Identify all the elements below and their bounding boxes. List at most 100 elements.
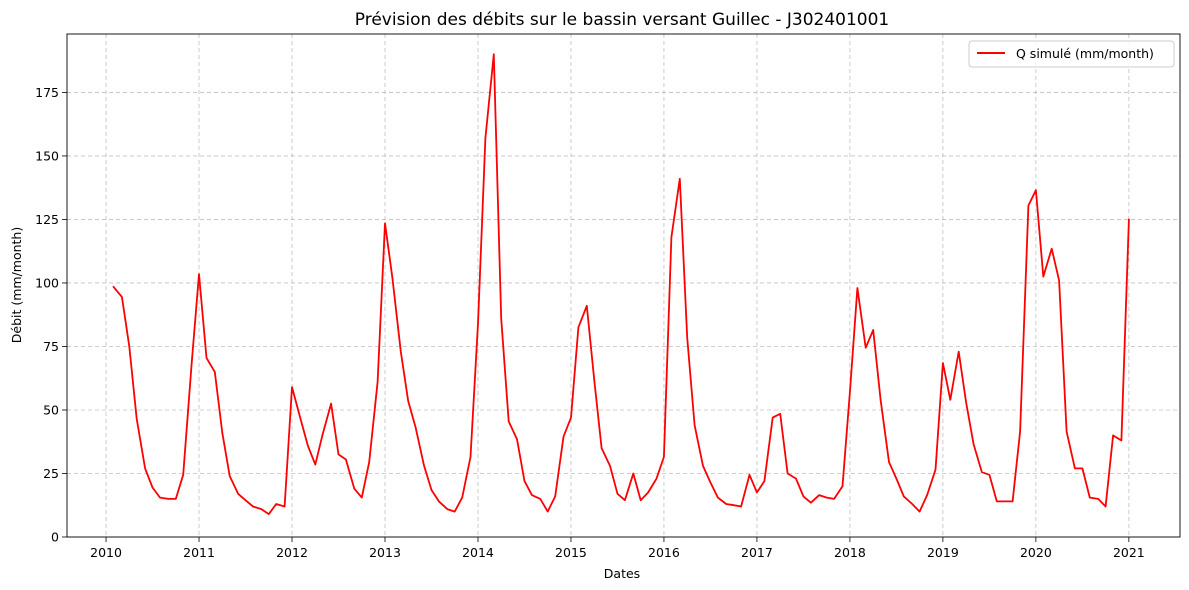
y-tick-label: 50 [43, 402, 59, 417]
data-point [159, 497, 161, 499]
data-point [136, 418, 138, 420]
data-point [702, 465, 704, 467]
data-point [237, 493, 239, 495]
data-point [717, 497, 719, 499]
data-point [679, 178, 681, 180]
data-point [826, 497, 828, 499]
legend: Q simulé (mm/month) [968, 40, 1175, 68]
data-point [624, 499, 626, 501]
data-point [911, 503, 913, 505]
x-axis-label: Dates [604, 566, 640, 581]
data-point [989, 474, 991, 476]
data-point [353, 488, 355, 490]
data-point [438, 501, 440, 503]
data-point [1097, 498, 1099, 500]
data-point [833, 498, 835, 500]
data-point [245, 499, 247, 501]
data-point [872, 329, 874, 331]
data-point [787, 473, 789, 475]
data-point [647, 492, 649, 494]
data-point [926, 494, 928, 496]
data-point [144, 468, 146, 470]
data-point [803, 496, 805, 498]
data-point [601, 447, 603, 449]
y-tick-label: 150 [35, 148, 59, 163]
data-point [865, 347, 867, 349]
data-point [214, 371, 216, 373]
data-point [609, 465, 611, 467]
data-point [307, 445, 309, 447]
data-point [221, 432, 223, 434]
data-point [1066, 431, 1068, 433]
data-point [842, 485, 844, 487]
x-tick-label: 2010 [90, 545, 122, 560]
data-point [407, 400, 409, 402]
data-point [725, 503, 727, 505]
x-tick-label: 2021 [1113, 545, 1145, 560]
data-point [888, 461, 890, 463]
data-point [1105, 506, 1107, 508]
data-point [400, 351, 402, 353]
data-point [958, 351, 960, 353]
legend-box [968, 40, 1175, 68]
data-point [779, 413, 781, 415]
data-point [191, 363, 193, 365]
data-point [795, 478, 797, 480]
x-axis-ticks: 2010 2011 2012 2013 2014 2015 2016 2017 2018 2019… [90, 537, 1145, 560]
x-tick-label: 2015 [555, 545, 587, 560]
y-tick-label: 75 [43, 339, 59, 354]
data-point [1004, 501, 1006, 503]
data-point [485, 137, 487, 139]
data-point [1028, 205, 1030, 207]
data-point [175, 498, 177, 500]
data-point [384, 222, 386, 224]
data-point [268, 513, 270, 515]
data-point [671, 236, 673, 238]
data-point [764, 480, 766, 482]
series-layer [112, 53, 1130, 515]
data-point [749, 474, 751, 476]
data-point [554, 496, 556, 498]
data-point [1089, 497, 1091, 499]
data-point [1042, 276, 1044, 278]
data-point [423, 465, 425, 467]
data-point [1082, 468, 1084, 470]
data-point [1058, 280, 1060, 282]
data-point [694, 424, 696, 426]
data-point [973, 443, 975, 445]
series-line [112, 53, 1130, 515]
data-point [330, 403, 332, 405]
data-point [461, 497, 463, 499]
data-point [640, 499, 642, 501]
data-point [524, 480, 526, 482]
data-point [949, 399, 951, 401]
data-point [252, 506, 254, 508]
data-point [314, 464, 316, 466]
data-point [710, 482, 712, 484]
y-axis-label: Débit (mm/month) [9, 227, 24, 344]
data-point [345, 459, 347, 461]
data-point [849, 391, 851, 393]
data-point [229, 475, 231, 477]
data-point [570, 417, 572, 419]
data-point [632, 473, 634, 475]
data-point [121, 296, 123, 298]
data-point [810, 502, 812, 504]
data-point [470, 456, 472, 458]
data-point [198, 273, 200, 275]
y-axis-ticks: 0 25 50 75 100 125 150 175 [35, 85, 67, 545]
data-point [182, 474, 184, 476]
y-tick-label: 25 [43, 466, 59, 481]
data-point [1019, 431, 1021, 433]
data-point [128, 346, 130, 348]
y-tick-label: 100 [35, 275, 59, 290]
data-point [772, 417, 774, 419]
x-tick-label: 2014 [462, 545, 494, 560]
data-point [284, 506, 286, 508]
data-point [756, 492, 758, 494]
data-point [617, 493, 619, 495]
data-point [903, 496, 905, 498]
data-point [656, 478, 658, 480]
data-point [896, 478, 898, 480]
